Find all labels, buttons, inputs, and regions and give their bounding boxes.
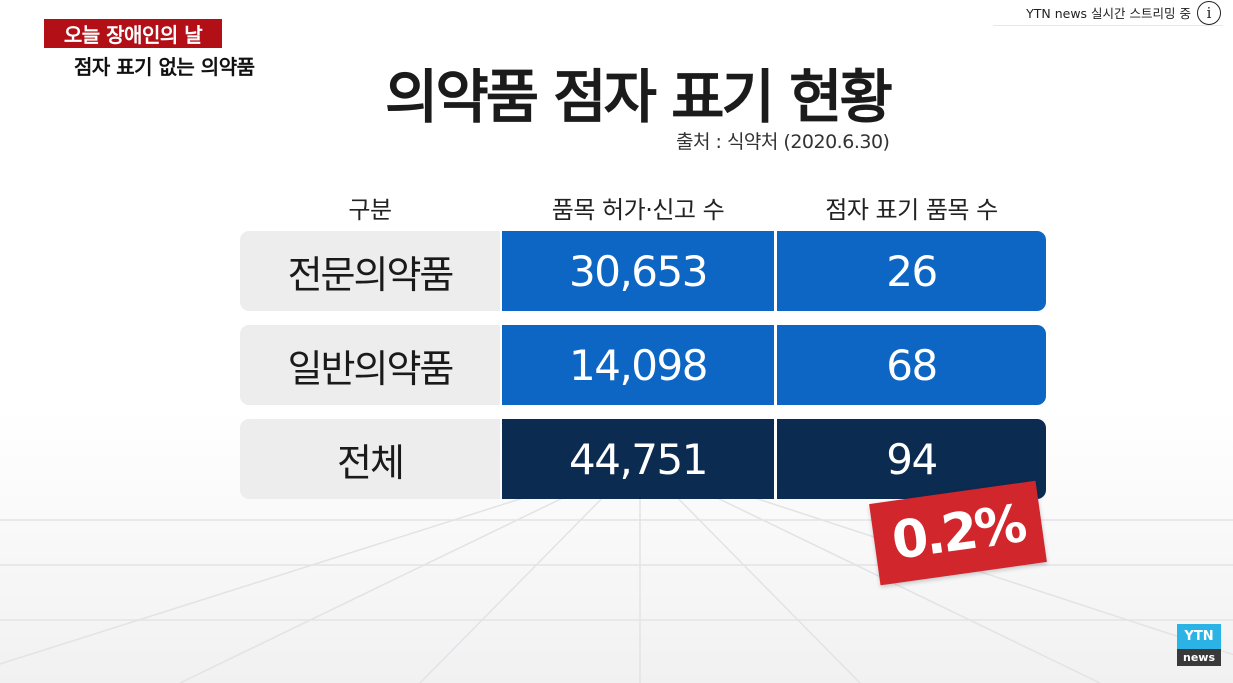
live-status-bar: YTN news 실시간 스트리밍 중 i xyxy=(993,0,1223,26)
infographic-title: 의약품 점자 표기 현황 xyxy=(385,63,893,131)
caption-headline: 오늘 장애인의 날 xyxy=(44,19,222,48)
braille-count: 68 xyxy=(777,325,1046,405)
approved-count: 14,098 xyxy=(502,325,774,405)
live-status-text: YTN news 실시간 스트리밍 중 xyxy=(1026,6,1191,21)
approved-count: 44,751 xyxy=(502,419,774,499)
column-header-category: 구분 xyxy=(348,196,392,224)
braille-count: 94 xyxy=(777,419,1046,499)
row-label: 일반의약품 xyxy=(240,325,500,405)
table-row: 전문의약품 30,653 26 xyxy=(240,231,1046,311)
approved-count: 30,653 xyxy=(502,231,774,311)
row-label: 전문의약품 xyxy=(240,231,500,311)
table-row: 일반의약품 14,098 68 xyxy=(240,325,1046,405)
row-label: 전체 xyxy=(240,419,500,499)
caption-subline: 점자 표기 없는 의약품 xyxy=(74,55,255,79)
braille-count: 26 xyxy=(777,231,1046,311)
logo-bottom-text: news xyxy=(1177,649,1221,666)
ytn-news-logo: YTN news xyxy=(1177,624,1221,666)
column-header-approved: 품목 허가·신고 수 xyxy=(551,196,725,224)
info-icon[interactable]: i xyxy=(1197,0,1221,25)
column-header-braille: 점자 표기 품목 수 xyxy=(825,196,998,224)
logo-top-text: YTN xyxy=(1177,624,1221,649)
table-row-total: 전체 44,751 94 xyxy=(240,419,1046,499)
infographic-source: 출처 : 식약처 (2020.6.30) xyxy=(676,131,890,153)
